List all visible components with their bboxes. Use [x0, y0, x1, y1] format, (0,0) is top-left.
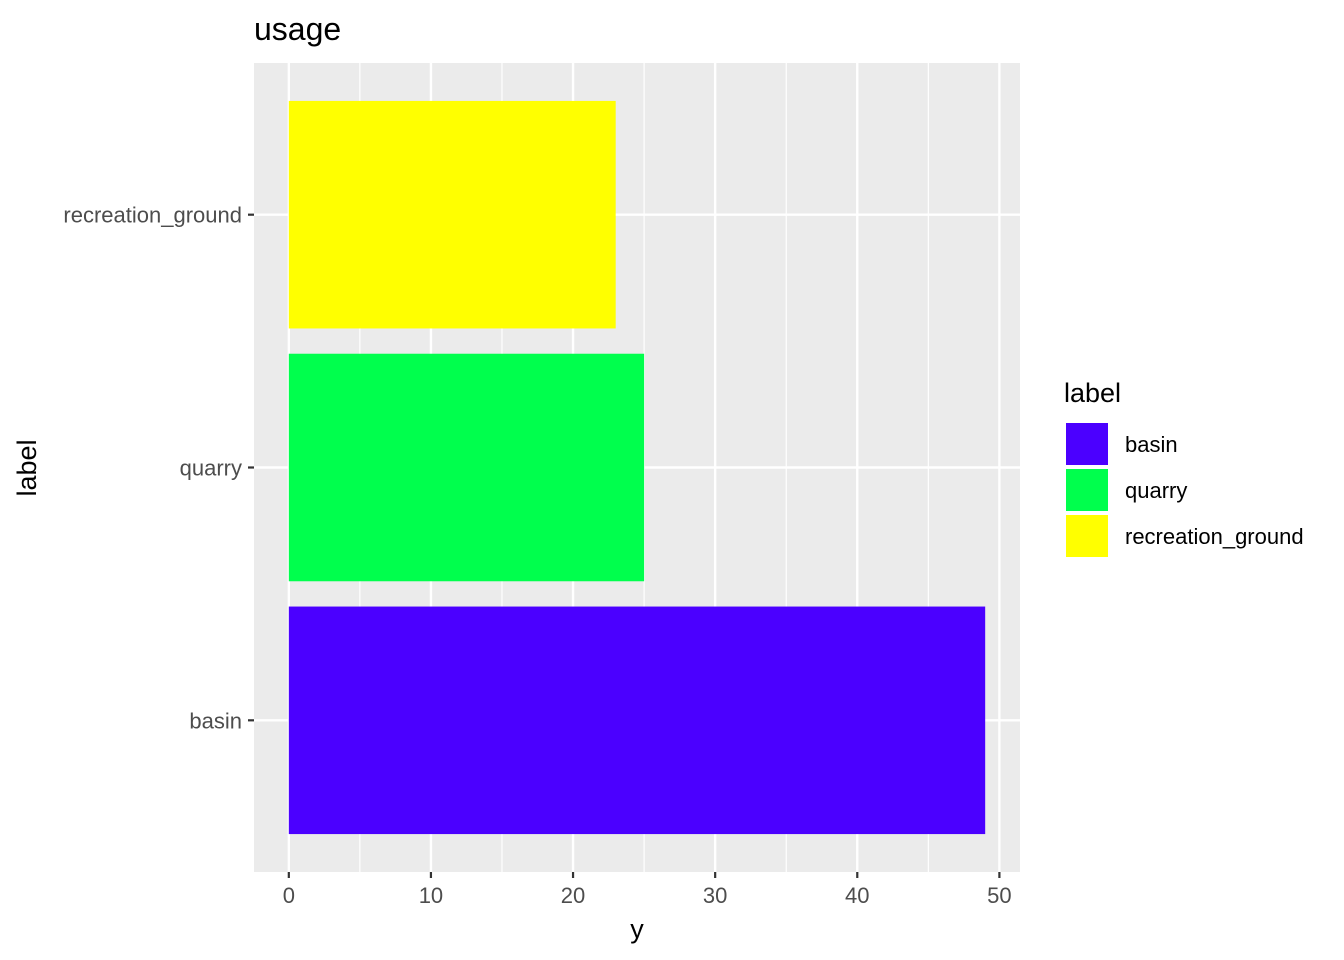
legend-swatch-recreation-ground: [1066, 515, 1108, 557]
legend-swatch-basin: [1066, 423, 1108, 465]
legend-title: label: [1064, 378, 1121, 408]
legend-label: recreation_ground: [1125, 524, 1304, 549]
legend-label: basin: [1125, 432, 1178, 457]
x-tick-label: 30: [703, 883, 727, 908]
chart-title: usage: [254, 11, 341, 47]
x-tick-label: 50: [987, 883, 1011, 908]
y-axis-title: label: [12, 439, 42, 496]
bar-basin: [288, 606, 986, 835]
y-tick-label: basin: [189, 708, 242, 733]
x-axis: 0 10 20 30 40 50: [283, 872, 1012, 908]
legend-swatch-quarry: [1066, 469, 1108, 511]
x-tick-label: 0: [283, 883, 295, 908]
bar-quarry: [288, 353, 645, 582]
legend-label: quarry: [1125, 478, 1187, 503]
x-axis-title: y: [630, 914, 644, 944]
legend: label basin quarry recreation_ground: [1064, 378, 1304, 559]
bar-recreation-ground: [288, 100, 616, 329]
bars: [288, 100, 986, 835]
x-tick-label: 10: [419, 883, 443, 908]
y-axis: basin quarry recreation_ground: [63, 203, 254, 733]
y-tick-label: quarry: [180, 456, 242, 481]
y-tick-label: recreation_ground: [63, 203, 242, 228]
x-tick-label: 20: [561, 883, 585, 908]
x-tick-label: 40: [845, 883, 869, 908]
